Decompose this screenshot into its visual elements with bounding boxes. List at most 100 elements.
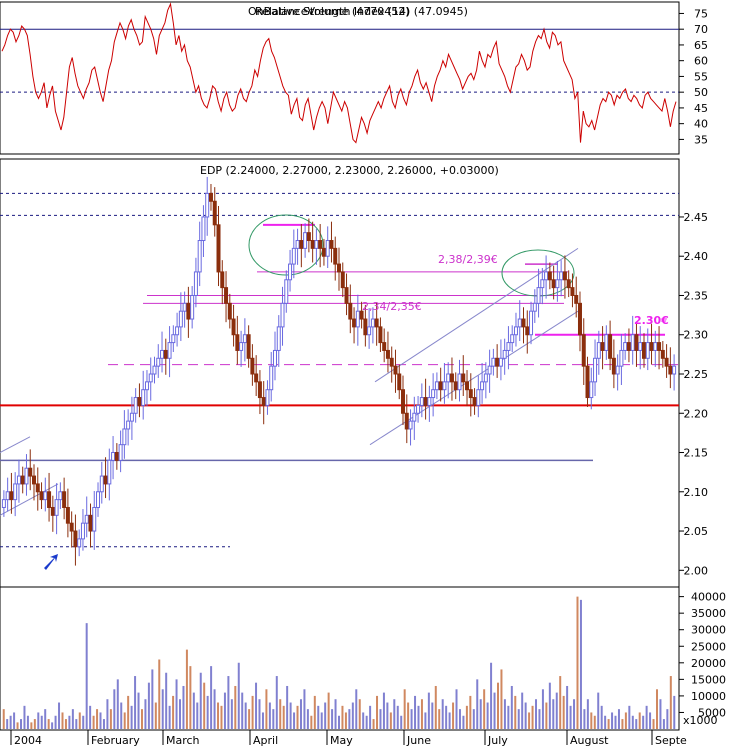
candle-body [216,224,221,273]
candle-body [363,318,368,336]
trend-channel-upper [374,247,579,383]
rsi-tick-label: 65 [694,39,708,52]
x-tick-label: Septe [655,734,687,746]
x-tick-label: March [166,734,200,746]
candle-body [352,318,357,328]
candle-body [156,357,161,367]
volume-tick-label: 10000 [691,690,726,703]
candle-body [84,514,89,524]
candle-body [32,475,37,485]
candle-body [13,483,18,501]
candle-body [442,381,447,391]
candle-body [193,271,198,296]
candle-body [608,334,613,359]
candle-body [423,397,428,406]
volume-layer: 40000 35000 30000 25000 20000 15000 10000 5000 [2,591,726,729]
candle-body [382,342,387,351]
candle-body [438,381,443,391]
candle-body [303,232,308,249]
candle-body [431,389,436,399]
candle-body [28,467,33,477]
candle-body [449,373,454,383]
candle-body [630,334,635,351]
candle-body [653,342,658,351]
candle-body [397,373,402,391]
candle-body [600,342,605,351]
candle-body [593,357,598,383]
price-tick-label: 2.05 [684,525,709,538]
price-tick-label: 2.20 [684,407,709,420]
candle-body [427,397,432,406]
candle-body [325,240,330,257]
candle-body [487,365,492,375]
candle-body [272,349,277,367]
candle-body [401,389,406,414]
candle-body [480,381,485,391]
candle-body [638,342,643,351]
candle-body [39,491,44,501]
x-tick-label: February [91,734,140,746]
candle-body [566,279,571,289]
price-tick-label: 2.30 [684,329,709,342]
candle-body [513,326,518,336]
candle-body [73,530,78,548]
candle-body [205,192,210,218]
candle-body [461,373,466,383]
candle-body [182,302,187,312]
rsi-tick-label: 40 [694,118,708,131]
candle-body [50,506,55,516]
candle-body [43,491,48,501]
candle-body [544,271,549,281]
candle-body [574,294,579,304]
price-tick-label: 2.25 [684,368,709,381]
candle-body [291,247,296,265]
volume-tick-label: 15000 [691,673,726,686]
candle-body [265,389,270,406]
candle-body [668,365,673,375]
volume-tick-label: 5000 [698,706,726,719]
candle-body [623,342,628,351]
candle-body [141,389,146,406]
candle-body [434,381,439,391]
candle-body [80,522,85,540]
rsi-tick-label: 75 [694,7,708,20]
candle-body [589,381,594,399]
candle-body [318,240,323,249]
candle-body [540,279,545,289]
candle-body [416,404,421,414]
candle-body [306,232,311,242]
volume-tick-label: 40000 [691,591,726,604]
candle-body [54,499,59,516]
candle-body [634,334,639,351]
candle-body [254,373,259,383]
candle-body [178,310,183,328]
candle-body [672,365,677,375]
candle-body [483,373,488,383]
trend-channel-early-lower [0,483,59,516]
candle-body [47,491,52,508]
candle-body [453,381,458,391]
candle-body [126,420,131,430]
candle-body [404,412,409,430]
candle-body [5,491,10,501]
rsi-tick-label: 60 [694,55,708,68]
rsi-title: Relative Strength Index (14) (47.0945) [255,5,468,18]
candle-body [65,506,70,524]
rsi-tick-label: 35 [694,133,708,146]
candle-body [129,412,134,422]
candle-body [227,302,232,320]
candle-body [333,247,338,265]
candle-body [419,397,424,406]
rsi-tick-label: 70 [694,23,708,36]
volume-tick-label: 35000 [691,607,726,620]
candle-body [348,302,353,320]
candle-body [250,357,255,375]
candle-body [532,302,537,312]
x-tick-label: 2004 [14,734,42,746]
candle-body [374,318,379,328]
candle-body [16,475,21,485]
candle-body [378,326,383,344]
candle-body [536,287,541,304]
candle-body [340,271,345,289]
price-layer: 2.45 2.40 2.35 2.30 2.25 2.20 2.15 2.10 2.05 2.00 [0,176,709,577]
